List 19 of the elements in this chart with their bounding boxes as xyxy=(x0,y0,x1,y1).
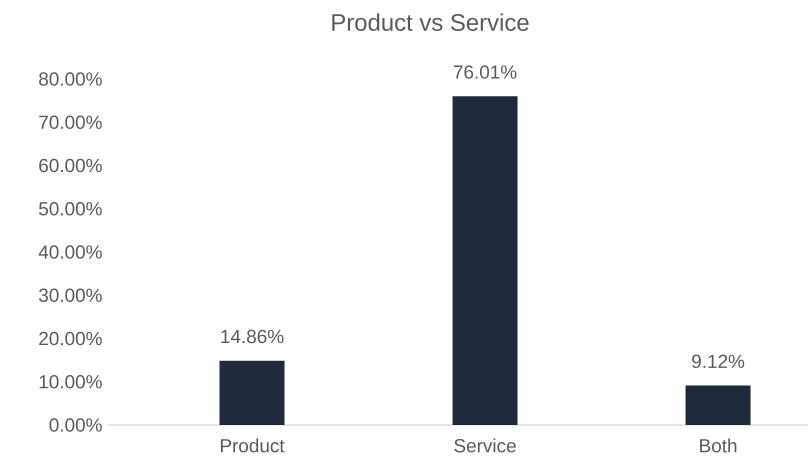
x-tick-label: Service xyxy=(454,438,516,452)
data-label: 9.12% xyxy=(692,354,744,368)
chart-title: Product vs Service xyxy=(332,13,529,31)
y-tick-label: 20.00% xyxy=(39,332,102,346)
data-label: 76.01% xyxy=(454,65,516,79)
y-tick-label: 40.00% xyxy=(38,245,102,259)
x-tick-label: Both xyxy=(700,438,736,452)
data-label: 14.86% xyxy=(221,330,284,344)
y-tick-label: 50.00% xyxy=(39,202,102,216)
bar xyxy=(220,360,285,425)
y-tick-label: 10.00% xyxy=(40,375,102,388)
y-tick-label: 0.00% xyxy=(50,418,102,432)
y-tick-label: 80.00% xyxy=(39,72,102,86)
y-tick-label: 70.00% xyxy=(39,116,102,129)
y-tick-label: 60.00% xyxy=(39,158,102,172)
bar xyxy=(686,386,751,425)
y-tick-label: 30.00% xyxy=(38,288,102,302)
x-tick-label: Product xyxy=(220,438,284,452)
bar xyxy=(452,96,518,425)
